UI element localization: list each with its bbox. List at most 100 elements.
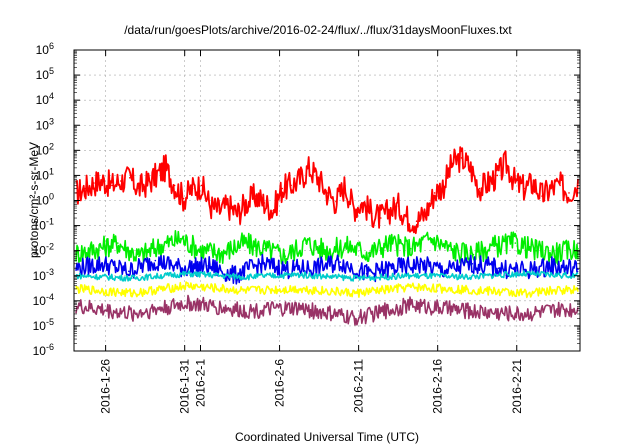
series-point: [227, 205, 230, 207]
series-point: [305, 242, 307, 244]
series-point: [317, 177, 319, 179]
series-point: [339, 261, 342, 263]
series-point: [138, 187, 140, 190]
series-point: [263, 202, 266, 204]
series-point: [521, 292, 523, 295]
series-point: [465, 288, 468, 291]
series-point: [409, 247, 412, 250]
series-point: [242, 310, 245, 312]
series-point: [541, 195, 543, 197]
series-line: [75, 230, 579, 266]
series-point: [84, 187, 86, 190]
y-tick-label: 10-6: [33, 342, 54, 358]
series-point: [242, 242, 245, 244]
series-point: [505, 162, 508, 165]
x-tick-label: 2016-1-26: [99, 359, 113, 414]
series-point: [286, 268, 289, 271]
series-point: [242, 276, 245, 278]
series-line: [75, 281, 579, 299]
x-tick-label: 2016-2-6: [273, 359, 287, 407]
series-point: [514, 182, 517, 184]
series-point: [260, 263, 262, 265]
series-point: [101, 263, 104, 265]
series-point: [424, 212, 427, 215]
series-point: [392, 267, 394, 270]
x-axis-label: Coordinated Universal Time (UTC): [235, 430, 419, 444]
series-layer: [75, 146, 579, 326]
series-line: [75, 294, 579, 326]
series-point: [138, 255, 140, 257]
series-point: [313, 267, 315, 270]
series-point: [182, 197, 185, 200]
series-point: [354, 277, 356, 280]
series-point: [521, 313, 523, 315]
x-tick-label: 2016-2-21: [510, 359, 524, 414]
y-tick-label: 104: [36, 91, 54, 107]
series-point: [200, 249, 203, 252]
series-point: [173, 184, 176, 187]
x-tick-label: 2016-2-1: [194, 359, 208, 407]
series-point: [532, 182, 534, 184]
series-point: [451, 162, 454, 165]
series-point: [96, 247, 98, 250]
series-point: [409, 275, 412, 277]
y-tick-label: 103: [36, 116, 54, 132]
series-point: [354, 317, 356, 320]
series-point: [460, 157, 463, 159]
series-line: [75, 270, 579, 282]
series-point: [442, 184, 445, 187]
series-point: [154, 259, 157, 262]
series-point: [209, 205, 212, 207]
series-point: [556, 252, 558, 254]
series-point: [353, 207, 355, 209]
y-tick-label: 10-5: [33, 317, 54, 333]
series-point: [284, 255, 287, 257]
series-point: [218, 209, 221, 212]
series-point: [487, 182, 490, 184]
series-point: [577, 268, 579, 271]
series-point: [389, 209, 391, 212]
series-point: [409, 286, 412, 289]
series-point: [465, 276, 468, 278]
series-point: [559, 184, 561, 187]
series-point: [371, 212, 373, 215]
series-point: [129, 177, 131, 179]
series-point: [164, 167, 167, 169]
series-point: [290, 184, 292, 187]
series-point: [380, 217, 382, 219]
series-point: [131, 277, 133, 280]
series-point: [409, 303, 412, 306]
series-point: [200, 184, 203, 187]
y-tick-label: 102: [36, 141, 54, 157]
series-point: [362, 202, 364, 204]
series-point: [335, 200, 337, 203]
series-point: [445, 269, 447, 272]
series-point: [472, 253, 475, 256]
y-axis-label: protons/cm²-s-sr-MeV: [27, 142, 41, 258]
y-tick-label: 10-2: [33, 242, 54, 258]
series-point: [263, 247, 266, 250]
series-point: [299, 178, 301, 181]
series-point: [254, 195, 257, 197]
series-point: [397, 205, 400, 207]
series-point: [186, 273, 189, 275]
y-tick-label: 100: [36, 192, 54, 208]
series-point: [577, 247, 579, 250]
series-point: [550, 265, 553, 267]
y-tick-label: 10-1: [33, 217, 54, 233]
series-line: [75, 253, 579, 285]
x-tick-label: 2016-1-31: [178, 359, 192, 414]
series-point: [344, 184, 346, 187]
series-point: [242, 290, 245, 292]
y-tick-label: 10-4: [33, 292, 54, 308]
series-point: [117, 242, 119, 244]
series-point: [568, 192, 570, 194]
series-point: [186, 302, 189, 305]
series-point: [245, 202, 248, 204]
series-point: [368, 252, 370, 254]
series-point: [186, 284, 189, 287]
series-point: [471, 263, 474, 265]
x-axis: 2016-1-26 2016-1-31 2016-2-1 2016-2-6 2016-2…: [99, 50, 524, 414]
series-point: [418, 263, 421, 266]
series-point: [465, 310, 468, 312]
